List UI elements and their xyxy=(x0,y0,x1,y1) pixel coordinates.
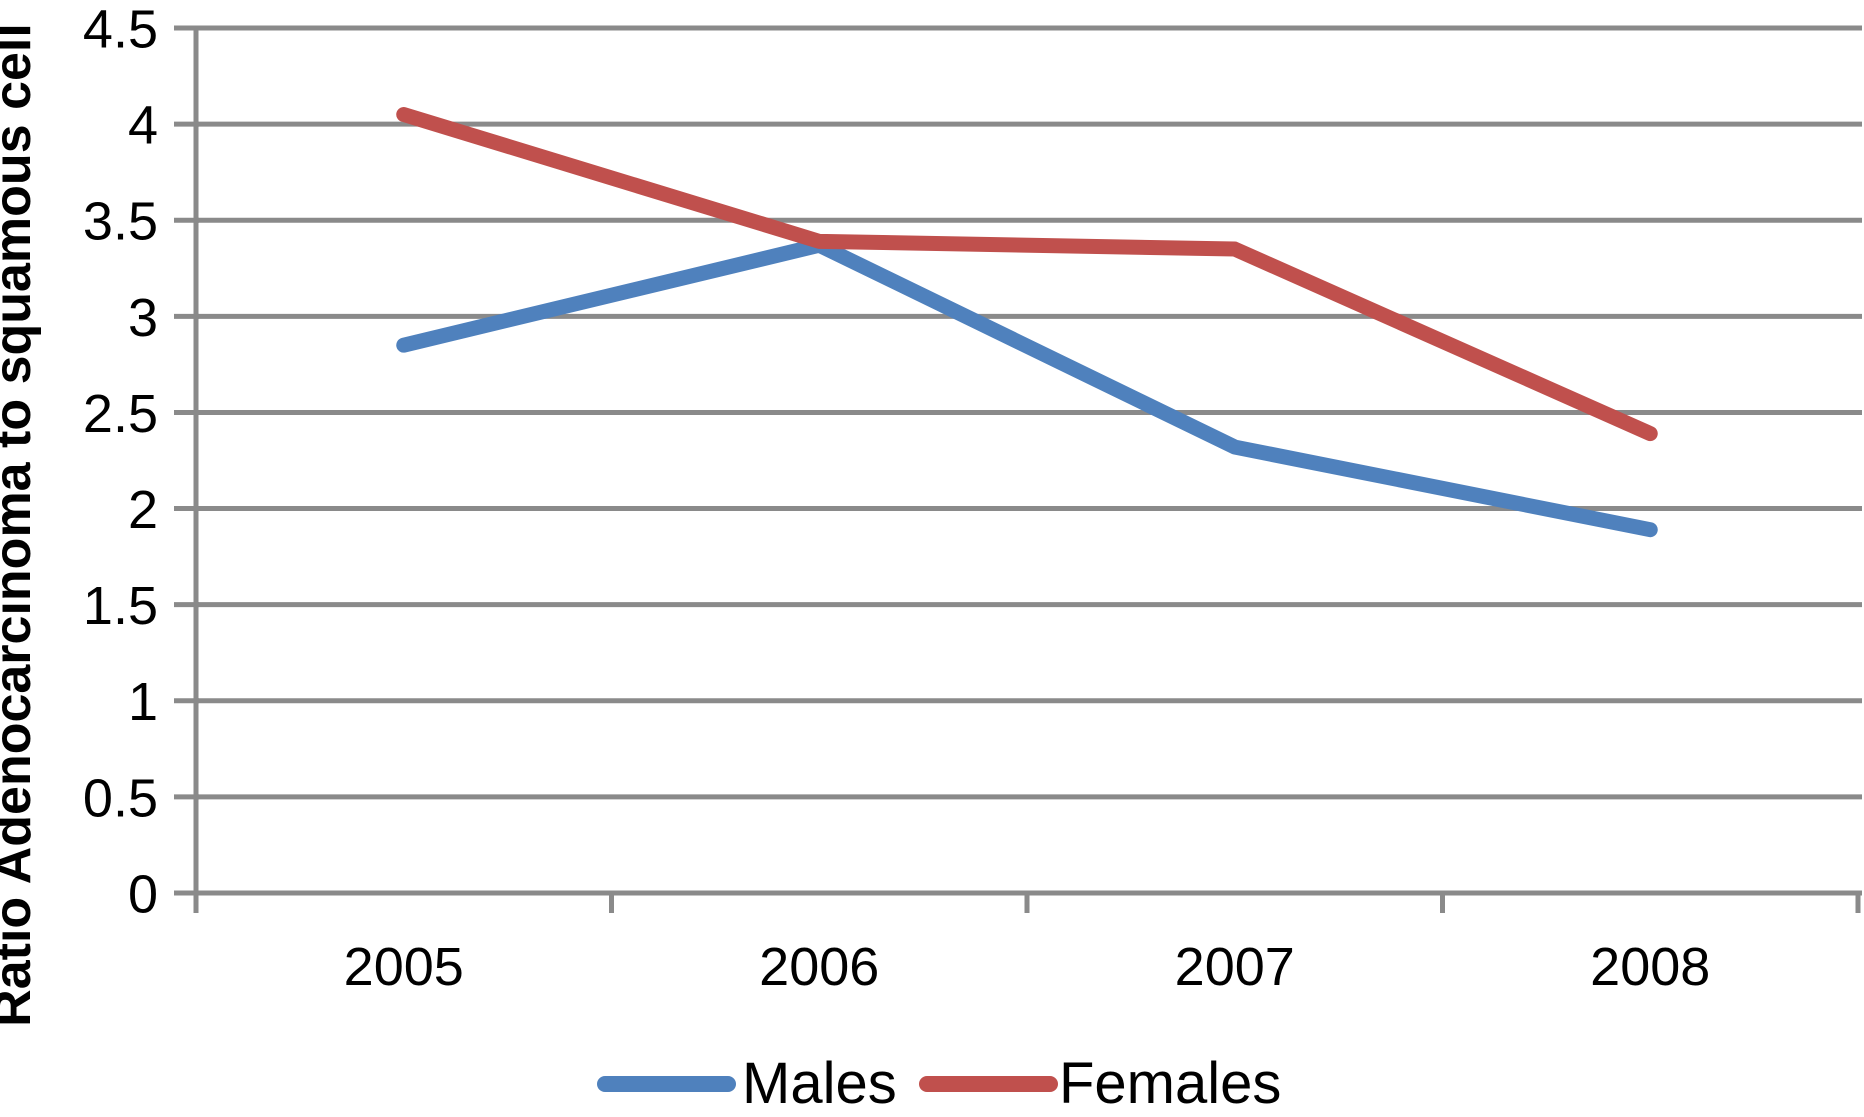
y-tick-label: 0.5 xyxy=(83,768,158,828)
y-tick-label: 4.5 xyxy=(83,0,158,59)
x-tick-label: 2006 xyxy=(759,937,879,997)
legend-label-males: Males xyxy=(742,1051,897,1116)
axes xyxy=(174,25,1861,913)
y-tick-label: 3 xyxy=(128,288,158,348)
x-tick-labels: 2005 2006 2007 2008 xyxy=(344,937,1711,997)
legend-label-females: Females xyxy=(1059,1051,1281,1116)
x-tick-label: 2005 xyxy=(344,937,464,997)
x-tick-label: 2007 xyxy=(1175,937,1295,997)
y-tick-label: 1 xyxy=(128,672,158,732)
y-tick-label: 1.5 xyxy=(83,576,158,636)
y-tick-label: 2.5 xyxy=(83,384,158,444)
series-lines xyxy=(396,107,1658,538)
x-tick-label: 2008 xyxy=(1590,937,1710,997)
gridlines xyxy=(196,25,1862,896)
y-tick-label: 2 xyxy=(128,480,158,540)
y-tick-label: 0 xyxy=(128,864,158,924)
y-tick-label: 3.5 xyxy=(83,192,158,252)
y-tick-label: 4 xyxy=(128,96,158,156)
series-line-females xyxy=(396,107,1658,442)
y-tick-labels: 0 0.5 1 1.5 2 2.5 3 3.5 4 4.5 xyxy=(83,0,158,924)
y-axis-title: Ratio Adenocarcinoma to squamous cell xyxy=(0,23,42,1027)
series-line-males xyxy=(396,237,1658,538)
legend: Males Females xyxy=(597,1051,1281,1116)
